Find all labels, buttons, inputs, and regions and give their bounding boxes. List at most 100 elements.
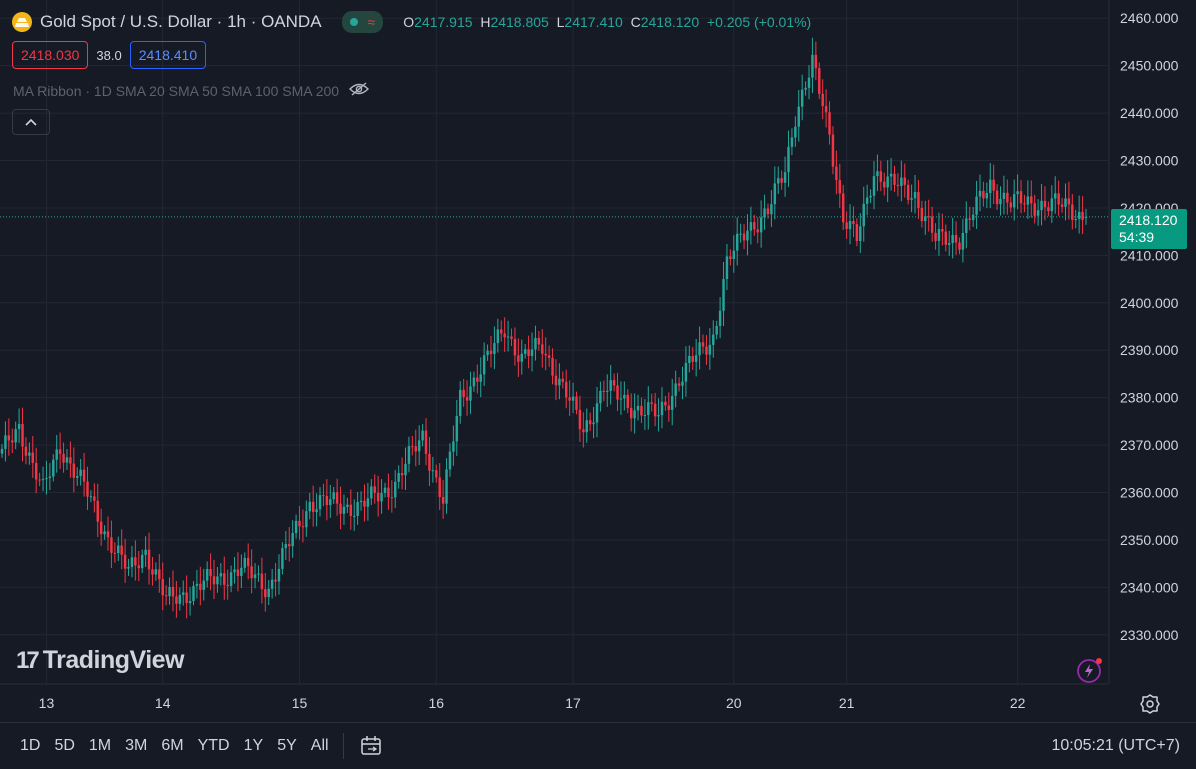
candle-body (941, 229, 944, 232)
candle-body (267, 588, 270, 598)
candle-body (339, 503, 342, 514)
symbol-title[interactable]: Gold Spot / U.S. Dollar · 1h · OANDA (40, 12, 322, 31)
y-tick-label: 2370.000 (1120, 437, 1179, 453)
candle-body (698, 342, 701, 356)
range-button-1y[interactable]: 1Y (243, 737, 264, 754)
candle-body (96, 500, 99, 522)
candle-body (11, 440, 14, 443)
candle-body (930, 216, 934, 233)
candle-body (722, 279, 725, 311)
time-axis[interactable]: 13 14 15 16 17 20 21 22 (0, 683, 1108, 711)
candle-body (712, 334, 715, 345)
candle-body (924, 216, 927, 222)
candle-body (462, 389, 465, 398)
range-button-all[interactable]: All (310, 737, 329, 754)
candle-body (616, 385, 619, 400)
candle-body (756, 229, 759, 233)
candle-body (606, 390, 609, 392)
candle-body (441, 496, 445, 504)
candle-body (175, 596, 178, 604)
x-tick-label: 16 (428, 695, 444, 711)
candle-body (117, 545, 120, 554)
candle-body (329, 499, 332, 506)
candle-body (253, 574, 257, 579)
tradingview-logo[interactable]: 17 TradingView (16, 646, 185, 675)
candle-body (318, 495, 322, 510)
candle-body (1071, 204, 1074, 221)
candle-body (349, 504, 353, 516)
candle-body (168, 587, 171, 597)
candle-body (281, 548, 284, 569)
candle-body (496, 329, 500, 344)
price-chart[interactable]: 2460.0002450.0002440.0002430.0002420.000… (0, 0, 1196, 722)
candle-body (82, 469, 86, 482)
candle-body (195, 583, 199, 586)
candle-body (435, 470, 438, 478)
candle-body (41, 479, 45, 481)
range-button-5d[interactable]: 5D (54, 737, 75, 754)
candle-body (742, 233, 746, 241)
market-status-toggle[interactable]: ≈ (341, 11, 384, 33)
market-open-icon (349, 18, 358, 26)
candle-body (671, 395, 674, 410)
last-price-value: 2418.120 (1119, 212, 1178, 228)
candle-body (510, 336, 513, 339)
candle-body (431, 470, 435, 472)
candle-body (575, 396, 578, 410)
candle-body (465, 397, 469, 401)
candle-body (623, 394, 626, 399)
candle-body (561, 378, 565, 382)
candle-body (865, 197, 869, 204)
candle-body (845, 222, 848, 230)
symbol-legend: Gold Spot / U.S. Dollar · 1h · OANDA ≈ O… (12, 11, 811, 33)
candle-body (383, 487, 387, 493)
candle-body (818, 68, 821, 94)
candle-body (828, 112, 831, 135)
candle-body (1053, 193, 1057, 199)
candle-body (291, 533, 294, 547)
candle-body (677, 383, 681, 386)
range-button-1d[interactable]: 1D (20, 737, 41, 754)
x-tick-label: 13 (39, 695, 55, 711)
candle-body (660, 401, 664, 416)
range-button-3m[interactable]: 3M (125, 737, 148, 754)
y-tick-label: 2410.000 (1120, 247, 1179, 263)
buy-button[interactable]: 2418.410 (129, 41, 207, 69)
candle-body (657, 415, 660, 417)
candle-body (55, 449, 58, 460)
candle-body (893, 173, 896, 185)
candle-body (332, 492, 335, 500)
candle-body (390, 497, 394, 499)
candle-body (89, 496, 93, 498)
price-axis[interactable]: 2460.0002450.0002440.0002430.0002420.000… (1120, 10, 1179, 643)
candle-body (120, 545, 123, 555)
indicator-legend[interactable]: MA Ribbon · 1D SMA 20 SMA 50 SMA 100 SMA… (13, 82, 370, 99)
range-button-5y[interactable]: 5Y (277, 737, 297, 754)
calendar-range-icon[interactable] (360, 735, 384, 757)
timezone-clock[interactable]: 10:05:21 (UTC+7) (1051, 737, 1180, 754)
range-button-1m[interactable]: 1M (88, 737, 112, 754)
candle-body (373, 486, 376, 493)
candle-body (804, 87, 807, 90)
candle-body (910, 198, 913, 200)
lightning-icon[interactable] (1076, 656, 1104, 684)
hide-eye-icon[interactable] (349, 82, 370, 99)
candle-body (684, 362, 688, 382)
range-button-ytd[interactable]: YTD (197, 737, 230, 754)
candle-body (346, 504, 349, 507)
candle-body (335, 492, 339, 504)
candle-body (739, 233, 742, 235)
candle-body (1030, 196, 1033, 204)
sell-button[interactable]: 2418.030 (12, 41, 89, 69)
candle-body (691, 355, 694, 362)
candle-body (404, 463, 407, 476)
candle-body (872, 176, 876, 196)
gear-icon[interactable] (1139, 693, 1161, 715)
candlesticks (0, 37, 1088, 619)
candle-body (1077, 211, 1081, 219)
candle-body (746, 230, 749, 241)
range-button-6m[interactable]: 6M (161, 737, 184, 754)
collapse-legend-button[interactable] (12, 109, 50, 135)
x-tick-label: 15 (292, 695, 308, 711)
candle-body (185, 592, 188, 604)
